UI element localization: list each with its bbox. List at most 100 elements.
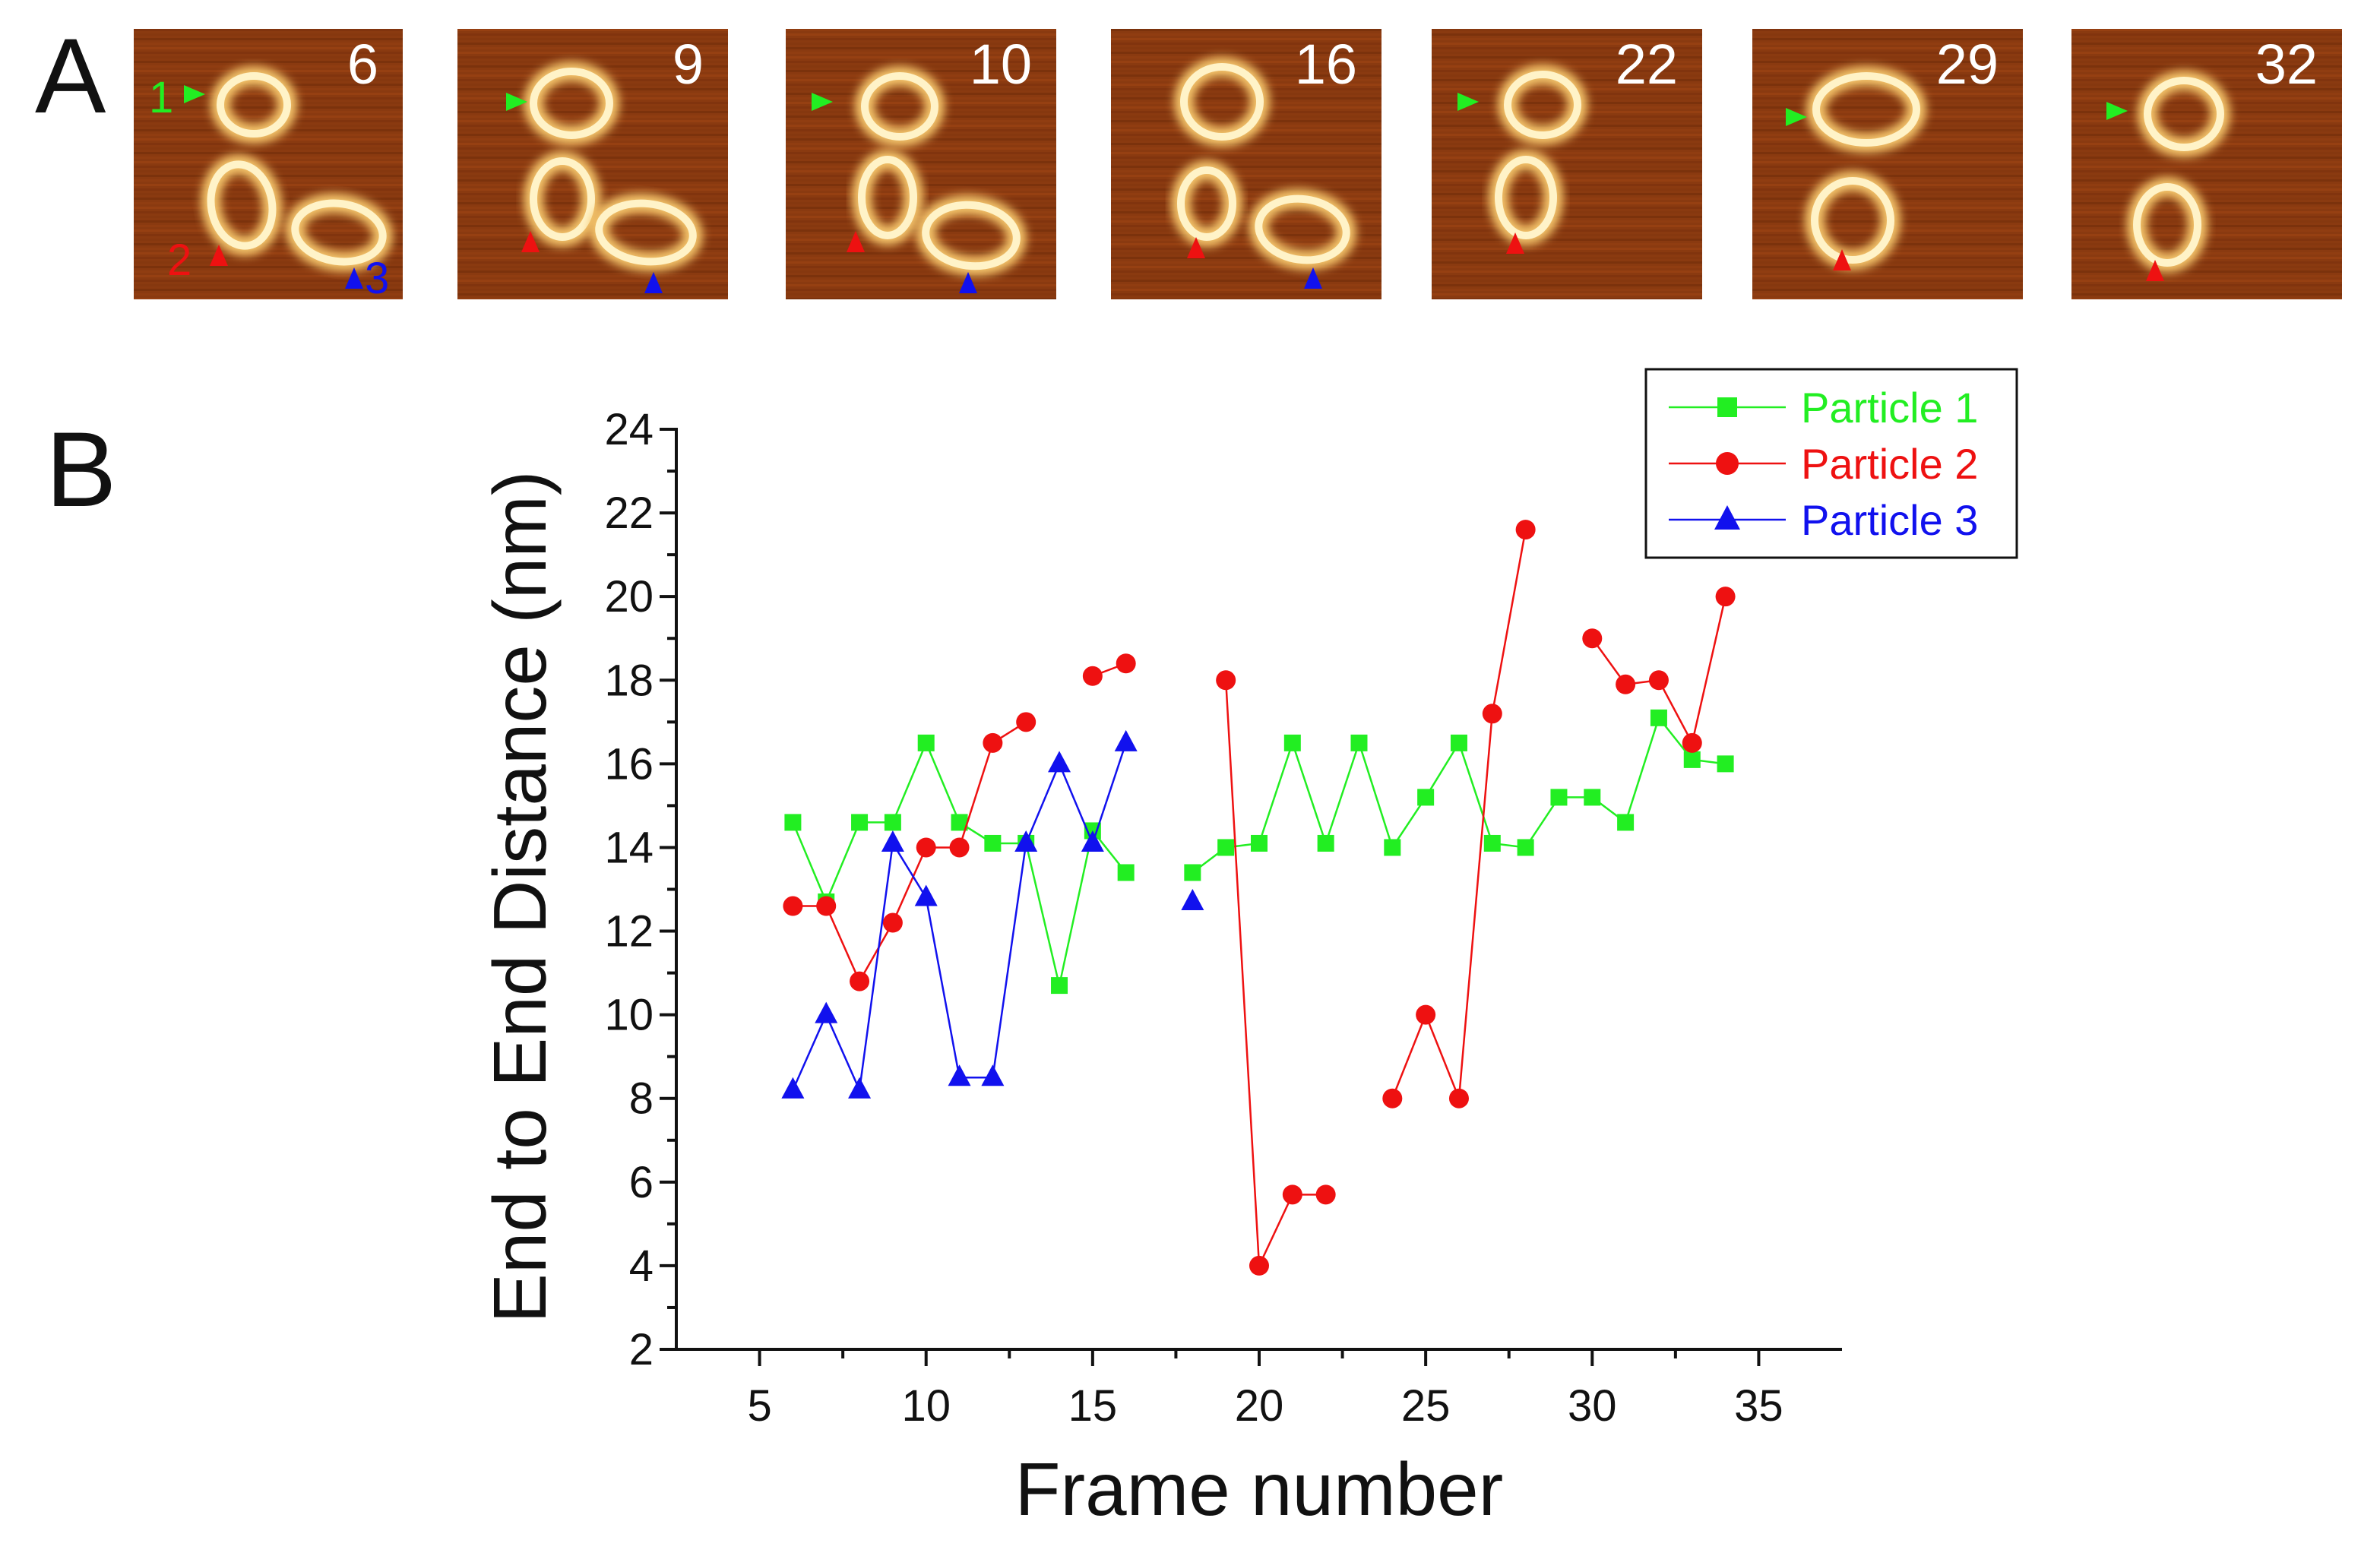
y-axis-label: End to End Distance (nm) [478, 470, 562, 1323]
data-point [781, 1077, 805, 1099]
data-point [1450, 734, 1467, 751]
y-tick-label: 4 [629, 1241, 654, 1291]
data-point [1683, 751, 1701, 768]
y-tick-label: 24 [604, 405, 654, 454]
afm-image [1111, 29, 1381, 299]
series-line [792, 742, 1127, 1094]
afm-image [2071, 29, 2342, 299]
particle-2-marker [210, 245, 228, 266]
frame-number-label: 16 [1294, 33, 1357, 96]
series-line [792, 740, 1127, 986]
data-point [1382, 1088, 1403, 1108]
data-point [1416, 1004, 1436, 1025]
data-point [884, 814, 901, 831]
data-point [1315, 1184, 1336, 1205]
y-tick-label: 18 [604, 656, 654, 705]
data-point [1550, 789, 1568, 806]
legend-label: Particle 2 [1801, 440, 1978, 488]
particle-1-label: 1 [149, 73, 174, 122]
data-point [1483, 834, 1501, 852]
data-point [1616, 674, 1636, 694]
data-point [1217, 839, 1235, 856]
x-tick-label: 15 [1068, 1381, 1118, 1431]
legend-label: Particle 1 [1801, 384, 1978, 432]
frame-number-label: 10 [969, 33, 1032, 96]
panel-label-a: A [35, 16, 106, 135]
data-point [1016, 712, 1037, 732]
series-line [793, 721, 1027, 984]
data-point [1082, 666, 1103, 686]
data-point [1682, 732, 1702, 753]
data-point [1048, 751, 1071, 773]
afm-frame-10: 10 [786, 29, 1056, 299]
data-point [1584, 789, 1601, 806]
frame-number-label: 32 [2255, 33, 2318, 96]
data-point [784, 814, 802, 831]
particle-3-label: 3 [365, 254, 390, 300]
particle-2-marker [847, 231, 865, 252]
afm-frame-6: 1 2 3 6 [134, 29, 403, 299]
data-point [1717, 755, 1734, 773]
particle-1-marker [812, 93, 833, 111]
data-point [948, 1064, 971, 1086]
data-point [1515, 520, 1536, 540]
afm-image [1752, 29, 2023, 299]
frame-number-label: 22 [1615, 33, 1678, 96]
data-point [1282, 1184, 1302, 1205]
data-point [916, 837, 936, 858]
legend-marker [1714, 505, 1740, 530]
y-tick-label: 12 [604, 907, 654, 957]
data-point [848, 1077, 872, 1099]
afm-image [134, 29, 403, 299]
data-point [981, 1064, 1005, 1086]
panel-label-b: B [46, 410, 117, 529]
legend-label: Particle 3 [1801, 496, 1978, 544]
y-tick-label: 20 [604, 572, 654, 621]
data-point [1251, 834, 1268, 852]
y-tick-label: 2 [629, 1325, 654, 1374]
legend-marker [1716, 452, 1739, 475]
data-point [1317, 834, 1334, 852]
afm-image [786, 29, 1056, 299]
y-tick-label: 14 [604, 823, 654, 872]
afm-image [1432, 29, 1702, 299]
afm-frame-22: 22 [1432, 29, 1702, 299]
afm-frame-32: 32 [2071, 29, 2342, 299]
particle-1-marker [1786, 108, 1807, 126]
frame-number-label: 9 [672, 33, 704, 96]
data-point [1617, 814, 1635, 831]
frame-number-label: 29 [1935, 33, 1999, 96]
particle-2-marker [1833, 249, 1851, 270]
x-tick-label: 25 [1401, 1381, 1451, 1431]
data-point [815, 1001, 838, 1023]
data-point [1650, 709, 1667, 726]
chart-legend: Particle 1 Particle 2 Particle 3 [1644, 368, 2018, 559]
afm-frame-16: 16 [1111, 29, 1381, 299]
x-tick-label: 10 [901, 1381, 951, 1431]
afm-frame-29: 29 [1752, 29, 2023, 299]
data-point [1181, 889, 1204, 911]
data-point [951, 814, 968, 831]
data-point [881, 830, 904, 852]
data-point [1417, 789, 1435, 806]
data-point [983, 732, 1003, 753]
y-tick-label: 8 [629, 1074, 654, 1124]
legend-marker [1717, 397, 1737, 417]
data-point [1117, 864, 1135, 881]
data-point [1081, 830, 1104, 852]
y-tick-label: 22 [604, 489, 654, 538]
data-point [1014, 830, 1038, 852]
data-point [949, 837, 970, 858]
data-point [1482, 704, 1502, 724]
data-point [1216, 670, 1236, 691]
particle-2-marker [521, 231, 540, 252]
series-particle-3 [781, 729, 1204, 1099]
particle-2-label: 2 [167, 236, 192, 285]
afm-image [457, 29, 728, 299]
data-point [1051, 977, 1068, 995]
data-point [1350, 734, 1368, 751]
particle-1-marker [1457, 93, 1479, 111]
particle-3-marker [345, 267, 363, 289]
data-point [1283, 734, 1301, 751]
